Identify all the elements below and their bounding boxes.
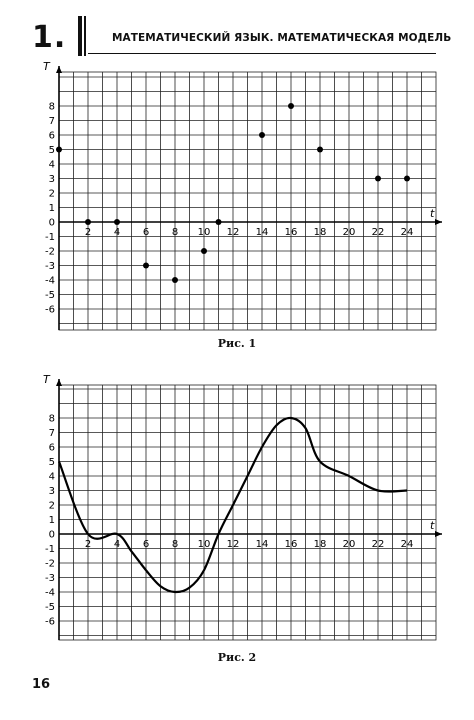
chart-2-grid bbox=[58, 385, 436, 640]
x-tick-label: 24 bbox=[401, 539, 414, 550]
header-rule bbox=[88, 53, 436, 54]
x-tick-label: 8 bbox=[172, 539, 178, 550]
y-axis-arrow bbox=[56, 66, 62, 73]
y-tick-label: 6 bbox=[49, 443, 55, 454]
x-tick-label: 6 bbox=[143, 227, 149, 238]
y-tick-label: 5 bbox=[49, 145, 55, 156]
x-axis-label: t bbox=[430, 519, 435, 532]
x-tick-label: 16 bbox=[285, 227, 298, 238]
header-bar-thin bbox=[84, 16, 86, 56]
data-point bbox=[172, 277, 178, 283]
y-tick-label: -2 bbox=[45, 247, 55, 258]
y-tick-label: -6 bbox=[45, 617, 55, 628]
y-tick-label: -4 bbox=[45, 276, 55, 287]
x-tick-label: 8 bbox=[172, 227, 178, 238]
y-tick-label: 4 bbox=[49, 160, 55, 171]
x-tick-label: 18 bbox=[314, 539, 327, 550]
data-point bbox=[317, 146, 323, 153]
y-tick-label: 4 bbox=[49, 472, 55, 483]
x-tick-label: 24 bbox=[401, 227, 414, 238]
x-tick-label: 22 bbox=[372, 539, 385, 550]
x-tick-label: 6 bbox=[143, 539, 149, 550]
data-point bbox=[288, 103, 294, 109]
figure-1-caption: Рис. 1 bbox=[217, 337, 257, 350]
header-divider-bars bbox=[78, 16, 86, 56]
x-tick-label: 10 bbox=[198, 227, 211, 238]
y-tick-label: 3 bbox=[49, 174, 55, 185]
header-bar-thick bbox=[78, 16, 82, 56]
data-point bbox=[215, 219, 222, 225]
y-tick-label: -3 bbox=[45, 261, 55, 272]
data-point bbox=[201, 248, 207, 254]
x-tick-label: 14 bbox=[256, 227, 269, 238]
data-point bbox=[56, 146, 62, 153]
data-point bbox=[404, 175, 410, 182]
y-tick-label: 8 bbox=[49, 102, 55, 113]
y-tick-label: -5 bbox=[45, 290, 55, 301]
y-tick-label: 1 bbox=[49, 203, 55, 214]
y-tick-label: 7 bbox=[49, 428, 55, 439]
x-tick-label: 18 bbox=[314, 227, 327, 238]
x-tick-label: 22 bbox=[372, 227, 385, 238]
data-point bbox=[375, 175, 381, 182]
data-point bbox=[143, 262, 149, 269]
y-tick-label: 5 bbox=[49, 457, 55, 468]
x-axis-arrow bbox=[435, 219, 442, 225]
x-tick-label: 2 bbox=[85, 539, 91, 550]
y-tick-label: 1 bbox=[49, 515, 55, 526]
y-tick-label: -1 bbox=[45, 544, 55, 555]
chart-1-group: tT2 4 6 8 10 12 14 16 18 20 22 24-6-5-4-3-2-1012345… bbox=[43, 60, 442, 331]
chapter-number: 1. bbox=[32, 20, 67, 55]
x-tick-label: 20 bbox=[343, 227, 356, 238]
running-title: МАТЕМАТИЧЕСКИЙ ЯЗЫК. МАТЕМАТИЧЕСКАЯ МОДЕ… bbox=[112, 32, 452, 44]
x-tick-label: 12 bbox=[227, 539, 240, 550]
chart-1-grid bbox=[58, 72, 436, 330]
y-tick-label: 0 bbox=[49, 530, 55, 541]
x-tick-label: 2 bbox=[85, 227, 91, 238]
x-tick-label: 4 bbox=[114, 539, 120, 550]
y-tick-label: 3 bbox=[49, 486, 55, 497]
y-tick-label: -4 bbox=[45, 588, 55, 599]
data-point bbox=[85, 219, 91, 225]
x-axis-arrow bbox=[435, 531, 442, 537]
y-tick-label: -2 bbox=[45, 559, 55, 570]
data-point bbox=[259, 132, 265, 138]
y-tick-label: 0 bbox=[49, 218, 55, 229]
y-axis-label: T bbox=[43, 373, 51, 386]
figure-2-caption: Рис. 2 bbox=[217, 651, 257, 664]
y-axis-arrow bbox=[56, 379, 62, 386]
y-tick-label: -1 bbox=[45, 232, 55, 243]
x-tick-label: 14 bbox=[256, 539, 269, 550]
x-tick-label: 12 bbox=[227, 227, 240, 238]
y-tick-label: -3 bbox=[45, 573, 55, 584]
x-tick-label: 10 bbox=[198, 539, 211, 550]
series-line bbox=[57, 416, 408, 594]
x-axis-label: t bbox=[430, 207, 435, 220]
x-tick-label: 4 bbox=[114, 227, 120, 238]
data-point bbox=[114, 219, 120, 225]
chart-2-group: tT2 4 6 8 10 12 14 16 18 20 22 24-6-5-4-3-2-1012345… bbox=[43, 373, 442, 641]
y-tick-label: 6 bbox=[49, 131, 55, 142]
y-tick-label: 8 bbox=[49, 414, 55, 425]
y-tick-label: 2 bbox=[49, 189, 55, 200]
y-tick-label: 2 bbox=[49, 501, 55, 512]
y-axis-label: T bbox=[43, 60, 51, 73]
y-tick-label: 7 bbox=[49, 116, 55, 127]
y-tick-label: -5 bbox=[45, 602, 55, 613]
page-header: 1. МАТЕМАТИЧЕСКИЙ ЯЗЫК. МАТЕМАТИЧЕСКАЯ М… bbox=[0, 0, 474, 58]
x-tick-label: 16 bbox=[285, 539, 298, 550]
y-tick-label: -6 bbox=[45, 305, 55, 316]
page-number: 16 bbox=[32, 677, 51, 692]
x-tick-label: 20 bbox=[343, 539, 356, 550]
